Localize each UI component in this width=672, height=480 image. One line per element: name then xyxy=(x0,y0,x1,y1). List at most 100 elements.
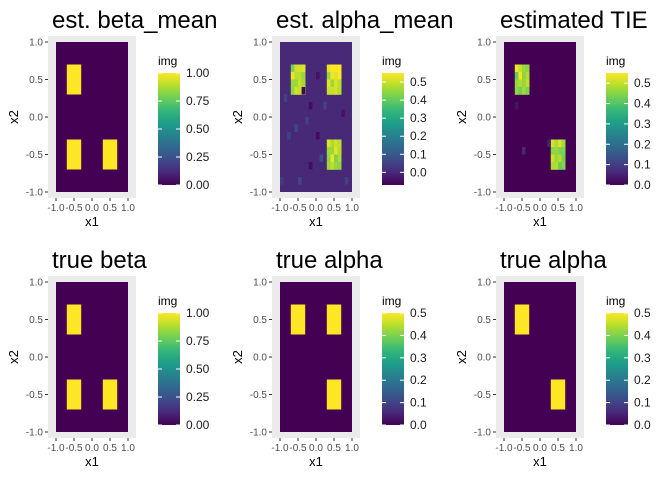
y-tick-label: 0.0 xyxy=(29,353,43,364)
heatmap-cell xyxy=(326,72,331,80)
heatmap-cell xyxy=(558,162,562,170)
x-tick-label: -0.5 xyxy=(65,203,83,214)
x-tick-label: -0.5 xyxy=(513,443,531,454)
x-tick-label: 1.0 xyxy=(569,443,583,454)
legend-tick-label: 0.00 xyxy=(186,418,210,432)
y-axis-label: x2 xyxy=(454,350,469,364)
heatmap-cell xyxy=(514,87,519,95)
x-tick-label: -1.0 xyxy=(495,443,513,454)
x-tick-label: -0.5 xyxy=(513,203,531,214)
legend-tick-label: 0.25 xyxy=(186,150,210,164)
heatmap-cell xyxy=(308,102,313,110)
y-tick-label: 1.0 xyxy=(29,278,43,289)
legend-tick-label: 0.4 xyxy=(634,97,651,111)
x-tick-label: -1.0 xyxy=(47,203,65,214)
x-tick-label: 1.0 xyxy=(569,203,583,214)
heatmap-cell xyxy=(554,154,559,163)
heatmap-cell xyxy=(334,87,338,95)
heatmap-cell xyxy=(550,162,555,170)
heatmap-cell xyxy=(308,162,313,170)
heatmap-cell xyxy=(283,94,288,102)
heatmap-cell xyxy=(522,79,526,88)
heatmap-cell xyxy=(514,72,519,80)
y-tick-label: 0.5 xyxy=(477,75,491,86)
legend-colorbar xyxy=(382,313,404,425)
heatmap-block xyxy=(102,139,118,170)
heatmap-cell xyxy=(514,102,519,110)
y-tick-label: 0.5 xyxy=(253,75,267,86)
heatmap-block xyxy=(290,304,306,335)
heatmap-cell xyxy=(550,154,555,163)
heatmap-cell xyxy=(554,139,559,148)
x-axis-label: x1 xyxy=(533,454,547,469)
x-tick-label: 0.0 xyxy=(85,203,99,214)
heatmap-cell xyxy=(337,64,342,73)
x-axis-label: x1 xyxy=(85,454,99,469)
legend-tick-label: 0.50 xyxy=(186,362,210,376)
x-tick-label: 0.5 xyxy=(103,203,117,214)
y-tick-label: -1.0 xyxy=(26,428,44,439)
heatmap-cell xyxy=(301,64,306,73)
heatmap-cell xyxy=(301,79,306,88)
heatmap-cell xyxy=(316,132,320,140)
legend-tick-label: 0.1 xyxy=(634,158,651,172)
y-tick-label: -0.5 xyxy=(250,150,268,161)
x-tick-label: 0.5 xyxy=(551,443,565,454)
heatmap-cell xyxy=(334,147,338,155)
heatmap-cell xyxy=(290,79,295,88)
legend-tick-label: 0.3 xyxy=(410,111,427,125)
heatmap-cell xyxy=(294,79,299,88)
heatmap-block xyxy=(514,304,530,335)
heatmap-block xyxy=(102,379,118,410)
heatmap-cell xyxy=(337,147,342,155)
heatmap-cell xyxy=(554,147,559,155)
heatmap-cell xyxy=(298,177,302,185)
heatmap-cell xyxy=(298,79,302,88)
heatmap-cell xyxy=(287,132,291,140)
legend-tick-label: 0.75 xyxy=(186,94,210,108)
x-axis-label: x1 xyxy=(309,214,323,229)
heatmap-cell xyxy=(337,139,342,148)
x-axis-label: x1 xyxy=(309,454,323,469)
heatmap-cell xyxy=(525,64,530,73)
x-tick-label: -0.5 xyxy=(65,443,83,454)
y-axis-label: x2 xyxy=(230,110,245,124)
legend-title: img xyxy=(382,54,401,68)
legend-tick-label: 0.0 xyxy=(634,418,651,432)
x-tick-label: -1.0 xyxy=(495,203,513,214)
legend-tick-label: 0.50 xyxy=(186,122,210,136)
y-tick-label: -1.0 xyxy=(250,188,268,199)
heatmap-cell xyxy=(341,109,345,117)
legend-colorbar xyxy=(606,313,628,425)
x-axis-label: x1 xyxy=(533,214,547,229)
legend-title: img xyxy=(606,54,625,68)
x-tick-label: -0.5 xyxy=(289,443,307,454)
heatmap-cell xyxy=(298,87,302,95)
heatmap-cell xyxy=(337,154,342,163)
y-axis-label: x2 xyxy=(6,110,21,124)
heatmap-cell xyxy=(550,139,555,148)
y-tick-label: -0.5 xyxy=(474,150,492,161)
heatmap-block xyxy=(66,304,82,335)
heatmap-block xyxy=(66,139,82,170)
y-tick-label: 0.0 xyxy=(253,113,267,124)
legend-tick-label: 0.5 xyxy=(634,306,651,320)
y-tick-label: -1.0 xyxy=(250,428,268,439)
heatmap-background xyxy=(504,282,576,432)
x-tick-label: 0.0 xyxy=(533,443,547,454)
heatmap-cell xyxy=(326,162,331,170)
panel-title: true alpha xyxy=(276,247,383,274)
heatmap-cell xyxy=(323,102,327,110)
legend-tick-label: 0.3 xyxy=(634,117,651,131)
heatmap-cell xyxy=(294,72,299,80)
legend-title: img xyxy=(158,294,177,308)
heatmap-cell xyxy=(514,79,519,88)
y-tick-label: 0.5 xyxy=(253,315,267,326)
y-tick-label: 1.0 xyxy=(29,38,43,49)
legend-tick-label: 0.2 xyxy=(634,373,651,387)
heatmap-cell xyxy=(330,154,335,163)
legend-tick-label: 0.5 xyxy=(634,76,651,90)
y-axis-label: x2 xyxy=(230,350,245,364)
legend-colorbar xyxy=(158,313,180,425)
